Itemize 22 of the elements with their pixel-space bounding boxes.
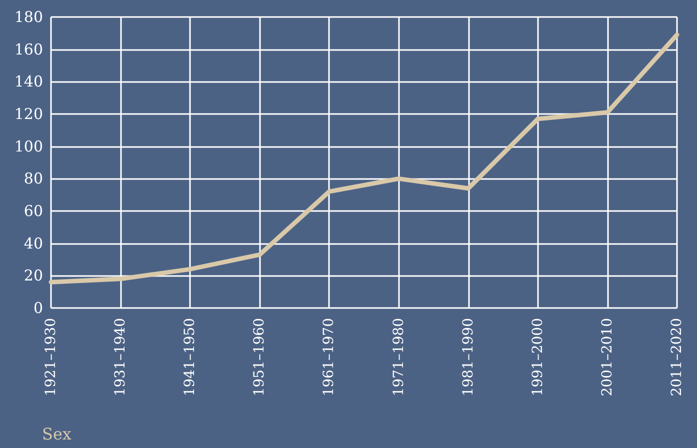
x-tick-label: 1921–1930 bbox=[43, 318, 59, 396]
y-tick-label: 40 bbox=[24, 234, 43, 252]
y-tick-label: 100 bbox=[14, 137, 43, 156]
y-tick-label: 20 bbox=[24, 266, 43, 285]
x-tick-label: 1971–1980 bbox=[390, 318, 407, 396]
x-tick-label: 1941–1950 bbox=[182, 318, 198, 396]
x-tick-label: 1991–2000 bbox=[530, 318, 546, 396]
text: Sex bbox=[42, 424, 72, 444]
y-tick-label: 0 bbox=[33, 299, 43, 317]
x-tick-label: 1951–1960 bbox=[252, 318, 268, 396]
x-tick-label: 1981–1990 bbox=[460, 318, 476, 396]
line-series bbox=[48, 32, 680, 284]
y-tick-label: 140 bbox=[14, 72, 43, 91]
x-tick-label: 2001–2010 bbox=[599, 318, 616, 396]
y-tick-label: 160 bbox=[14, 40, 43, 58]
y-tick-label: 180 bbox=[14, 8, 43, 26]
x-tick-label: 2011–2020 bbox=[669, 318, 685, 396]
y-tick-label: 120 bbox=[14, 105, 43, 123]
y-tick-label: 60 bbox=[24, 202, 43, 220]
x-tick-label: 1931–1940 bbox=[112, 318, 129, 396]
x-tick-label: 1961–1970 bbox=[321, 318, 338, 396]
y-tick-label: 80 bbox=[24, 170, 43, 188]
